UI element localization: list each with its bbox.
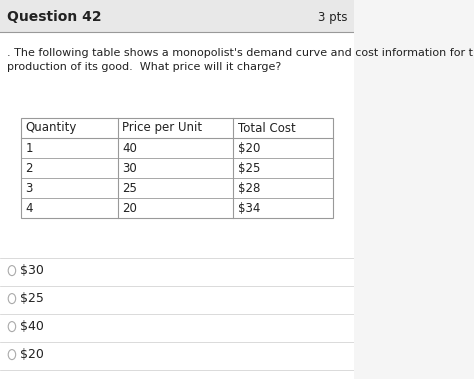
Bar: [21, 118, 333, 218]
Text: 4: 4: [26, 202, 33, 215]
Text: 20: 20: [122, 202, 137, 215]
Text: Total Cost: Total Cost: [238, 122, 296, 135]
Text: 40: 40: [122, 141, 137, 155]
Text: . The following table shows a monopolist's demand curve and cost information for: . The following table shows a monopolist…: [8, 48, 474, 58]
Text: $30: $30: [20, 264, 44, 277]
Text: 1: 1: [26, 141, 33, 155]
Text: 3 pts: 3 pts: [318, 11, 347, 23]
Text: Price per Unit: Price per Unit: [122, 122, 202, 135]
Text: Question 42: Question 42: [8, 10, 102, 24]
Text: Quantity: Quantity: [26, 122, 77, 135]
Text: 30: 30: [122, 161, 137, 174]
Text: 2: 2: [26, 161, 33, 174]
Text: $28: $28: [238, 182, 260, 194]
Text: $40: $40: [20, 320, 44, 333]
Text: $25: $25: [20, 292, 44, 305]
Text: production of its good.  What price will it charge?: production of its good. What price will …: [8, 62, 282, 72]
Text: $25: $25: [238, 161, 260, 174]
Text: $20: $20: [20, 348, 44, 361]
Bar: [0, 0, 354, 32]
Text: 25: 25: [122, 182, 137, 194]
Text: $34: $34: [238, 202, 260, 215]
Text: $20: $20: [238, 141, 260, 155]
Text: 3: 3: [26, 182, 33, 194]
